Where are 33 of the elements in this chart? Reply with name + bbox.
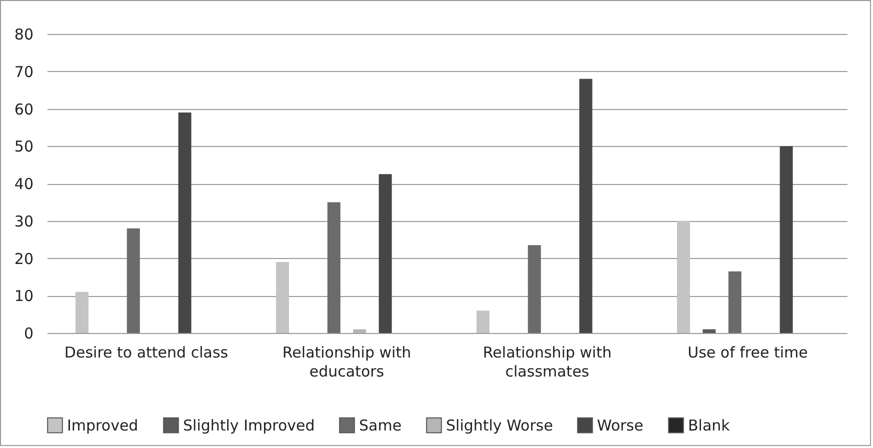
y-tick-label: 70 <box>14 62 34 81</box>
legend-label: Blank <box>688 416 730 434</box>
bar <box>75 292 88 333</box>
x-tick-label: Use of free time <box>688 344 808 362</box>
x-tick-label: Relationship with classmates <box>482 344 612 380</box>
legend-label: Slightly Improved <box>183 416 315 434</box>
y-tick-label: 40 <box>14 175 34 193</box>
bar <box>327 202 340 333</box>
legend-label: Worse <box>597 416 644 434</box>
y-tick-label: 80 <box>14 26 34 44</box>
bar <box>378 174 392 333</box>
bar <box>178 112 192 333</box>
y-tick-label: 30 <box>14 212 34 230</box>
y-tick-label: 20 <box>14 250 34 268</box>
bar <box>476 310 490 333</box>
bar <box>702 329 716 333</box>
bar <box>353 329 366 333</box>
y-tick-label: 0 <box>24 324 34 342</box>
bar <box>276 262 289 333</box>
y-tick-label: 60 <box>14 100 34 118</box>
legend-label: Slightly Worse <box>446 416 553 434</box>
y-tick-label: 10 <box>14 287 34 306</box>
x-tick-label: Relationship with educators <box>282 344 412 380</box>
x-tick-label: Desire to attend class <box>64 344 228 362</box>
bar <box>728 271 742 333</box>
bar <box>676 220 690 333</box>
legend-label: Same <box>359 416 402 434</box>
bar <box>780 146 793 333</box>
bar <box>528 245 541 333</box>
bar <box>126 228 140 333</box>
bar <box>579 78 592 333</box>
legend-label: Improved <box>67 416 138 434</box>
y-tick-label: 50 <box>14 138 34 156</box>
